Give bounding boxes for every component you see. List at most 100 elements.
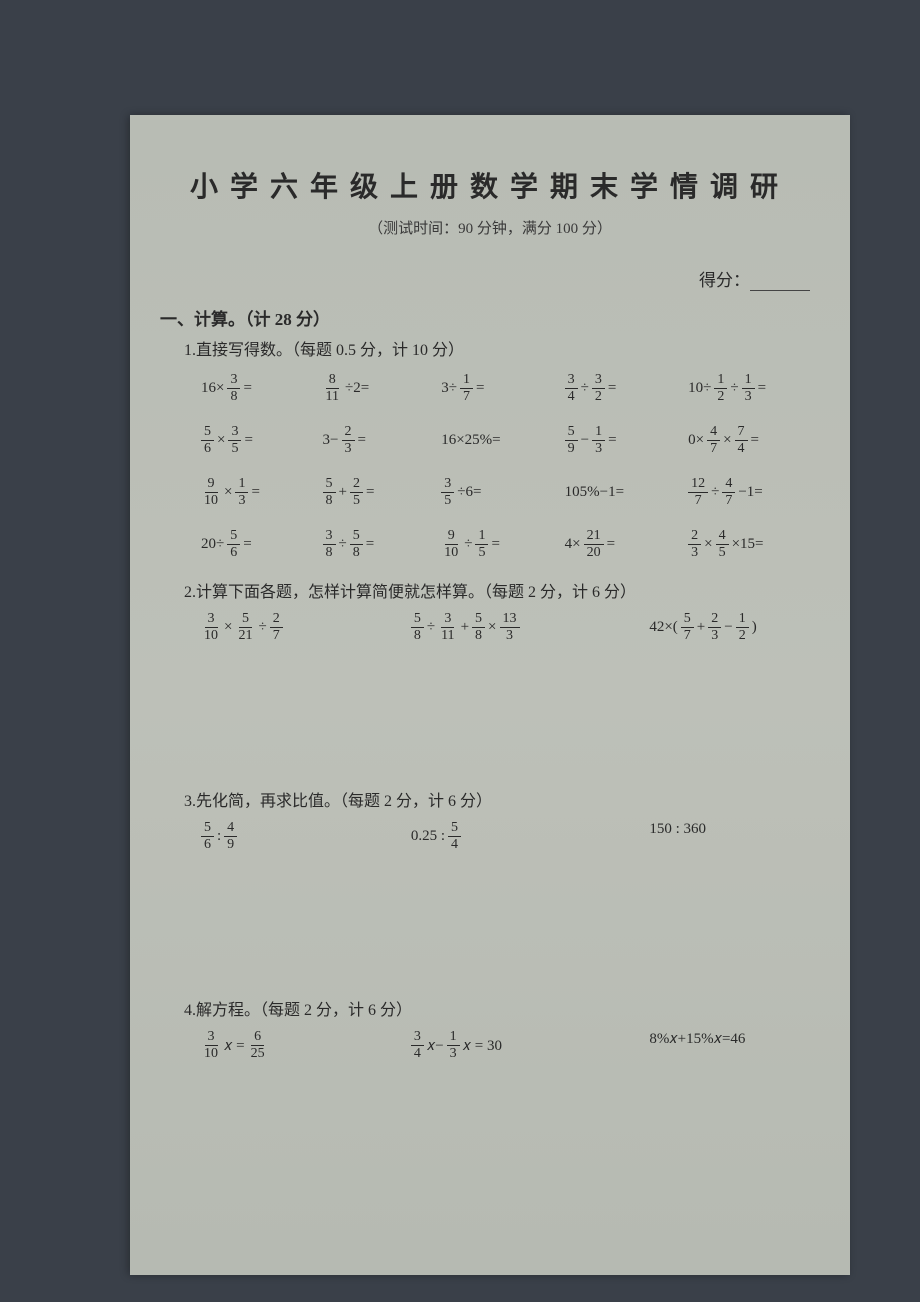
fraction: 34 — [411, 1030, 424, 1061]
problem-cell: 8%𝑥+15%𝑥=46 — [648, 1030, 820, 1061]
q4-header: 4.解方程。（每题 2 分，计 6 分） — [184, 996, 820, 1020]
fraction-numerator: 5 — [565, 425, 578, 441]
fraction: 13 — [235, 477, 248, 508]
fraction: 910 — [441, 529, 461, 560]
fraction-denominator: 11 — [323, 389, 342, 404]
fraction-numerator: 13 — [500, 612, 520, 628]
fraction-numerator: 5 — [681, 612, 694, 628]
expr-text: × — [488, 619, 496, 636]
fraction: 38 — [227, 373, 240, 404]
problem-cell: 58+25= — [322, 474, 441, 510]
q3-workspace — [160, 862, 820, 992]
fraction-numerator: 5 — [411, 612, 424, 628]
q3-row: 56 : 490.25 : 54150 : 360 — [200, 821, 820, 852]
fraction-denominator: 2 — [736, 628, 749, 643]
fraction: 910 — [201, 477, 221, 508]
q2-row: 310×521÷2758÷311+58×13342×(57+23−12) — [200, 612, 820, 643]
fraction-numerator: 4 — [224, 821, 237, 837]
fraction-denominator: 3 — [592, 441, 605, 456]
fraction: 35 — [228, 425, 241, 456]
expr-text: = — [476, 380, 484, 397]
problem-cell: 16×25%= — [440, 422, 563, 458]
fraction: 45 — [716, 529, 729, 560]
problem-cell: 23×45×15= — [687, 526, 820, 562]
fraction: 13 — [592, 425, 605, 456]
fraction-numerator: 4 — [707, 425, 720, 441]
expr-text: + — [461, 619, 469, 636]
fraction-denominator: 4 — [735, 441, 748, 456]
score-blank-line — [750, 290, 810, 291]
fraction-denominator: 7 — [722, 493, 735, 508]
fraction-denominator: 21 — [235, 628, 255, 643]
problem-cell: 38÷58= — [322, 526, 441, 562]
expr-text: 3÷ — [441, 380, 457, 397]
fraction-denominator: 3 — [742, 389, 755, 404]
fraction-numerator: 1 — [742, 373, 755, 389]
fraction-numerator: 2 — [350, 477, 363, 493]
fraction: 58 — [323, 477, 336, 508]
expr-text: ÷ — [581, 380, 589, 397]
fraction-numerator: 7 — [735, 425, 748, 441]
fraction-numerator: 2 — [342, 425, 355, 441]
problem-cell: 105%−1= — [564, 474, 687, 510]
fraction: 625 — [248, 1030, 268, 1061]
fraction: 59 — [565, 425, 578, 456]
fraction-numerator: 1 — [460, 373, 473, 389]
fraction-numerator: 8 — [326, 373, 339, 389]
expr-text: − — [724, 619, 732, 636]
fraction: 2120 — [584, 529, 604, 560]
fraction: 58 — [350, 529, 363, 560]
expr-text: ) — [752, 619, 757, 636]
fraction-denominator: 6 — [201, 837, 214, 852]
fraction-denominator: 5 — [475, 545, 488, 560]
expr-text: 𝑥 = 30 — [463, 1037, 502, 1055]
expr-text: 105%−1= — [565, 484, 624, 501]
fraction: 23 — [342, 425, 355, 456]
fraction-denominator: 3 — [235, 493, 248, 508]
expr-text: : — [217, 828, 221, 845]
expr-text: = — [244, 432, 252, 449]
fraction-denominator: 5 — [716, 545, 729, 560]
problem-cell: 4×2120= — [564, 526, 687, 562]
fraction: 47 — [722, 477, 735, 508]
q4-workspace — [160, 1071, 820, 1181]
fraction-numerator: 9 — [445, 529, 458, 545]
problem-cell: 35÷6= — [440, 474, 563, 510]
fraction: 15 — [475, 529, 488, 560]
fraction-denominator: 3 — [688, 545, 701, 560]
fraction-denominator: 10 — [201, 1046, 221, 1061]
fraction-numerator: 4 — [722, 477, 735, 493]
fraction: 58 — [411, 612, 424, 643]
expr-text: ÷ — [464, 536, 472, 553]
fraction-denominator: 8 — [411, 628, 424, 643]
fraction-numerator: 1 — [714, 373, 727, 389]
problem-cell: 910×13= — [200, 474, 322, 510]
fraction: 310 — [201, 612, 221, 643]
fraction: 13 — [447, 1030, 460, 1061]
expr-text: × — [704, 536, 712, 553]
fraction-numerator: 2 — [708, 612, 721, 628]
fraction-numerator: 2 — [270, 612, 283, 628]
page-subtitle: （测试时间：90 分钟，满分 100 分） — [160, 217, 820, 238]
expr-text: ÷2= — [345, 380, 369, 397]
expr-text: ÷ — [339, 536, 347, 553]
fraction: 23 — [708, 612, 721, 643]
fraction-denominator: 3 — [708, 628, 721, 643]
expr-text: 𝑥− — [427, 1037, 444, 1055]
expr-text: = — [358, 432, 366, 449]
expr-text: ÷6= — [457, 484, 481, 501]
fraction-denominator: 7 — [460, 389, 473, 404]
exam-page: 小学六年级上册数学期末学情调研 （测试时间：90 分钟，满分 100 分） 得分… — [130, 115, 850, 1275]
fraction-numerator: 5 — [201, 821, 214, 837]
fraction-numerator: 3 — [411, 1030, 424, 1046]
fraction-denominator: 8 — [227, 389, 240, 404]
fraction-denominator: 8 — [323, 545, 336, 560]
fraction: 13 — [742, 373, 755, 404]
fraction-denominator: 9 — [224, 837, 237, 852]
expr-text: × — [224, 619, 232, 636]
fraction-denominator: 6 — [201, 441, 214, 456]
fraction: 56 — [227, 529, 240, 560]
problem-cell: 0.25 : 54 — [410, 821, 648, 852]
fraction-numerator: 3 — [228, 425, 241, 441]
fraction-denominator: 6 — [227, 545, 240, 560]
